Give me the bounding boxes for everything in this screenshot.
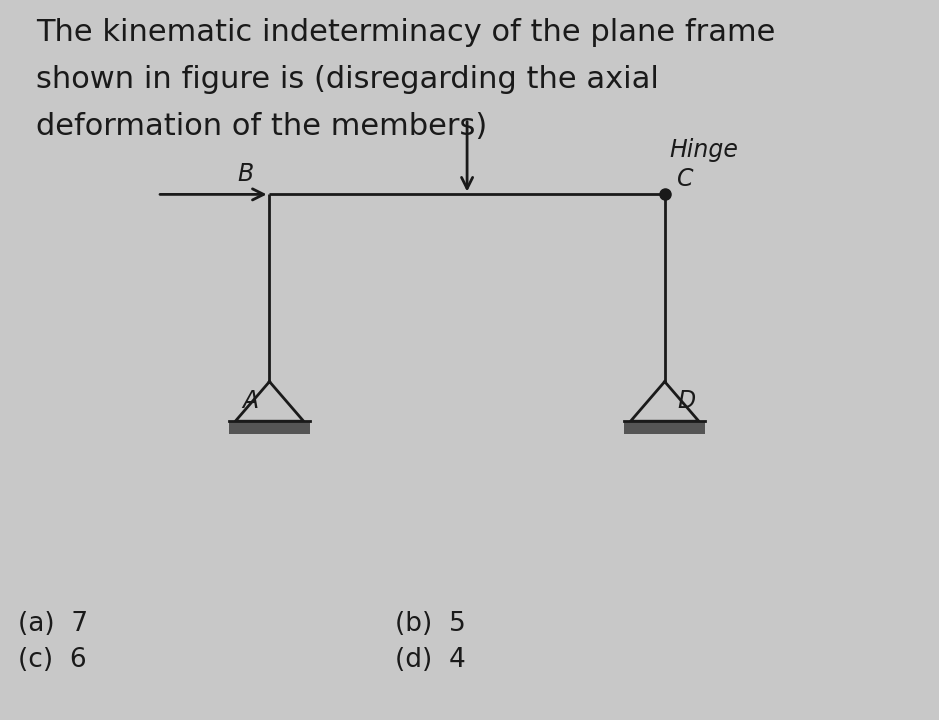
- Text: A: A: [242, 389, 258, 413]
- Text: (a)  7: (a) 7: [18, 611, 88, 637]
- Text: C: C: [677, 167, 694, 191]
- Text: (d)  4: (d) 4: [395, 647, 466, 673]
- Text: D: D: [677, 389, 696, 413]
- Text: The kinematic indeterminacy of the plane frame: The kinematic indeterminacy of the plane…: [36, 18, 776, 47]
- Bar: [624, 421, 705, 434]
- Text: Hinge: Hinge: [670, 138, 738, 162]
- Text: deformation of the members): deformation of the members): [36, 112, 487, 140]
- Text: B: B: [237, 162, 254, 186]
- Text: (c)  6: (c) 6: [18, 647, 86, 673]
- Text: shown in figure is (disregarding the axial: shown in figure is (disregarding the axi…: [36, 65, 659, 94]
- Bar: [229, 421, 310, 434]
- Text: (b)  5: (b) 5: [395, 611, 466, 637]
